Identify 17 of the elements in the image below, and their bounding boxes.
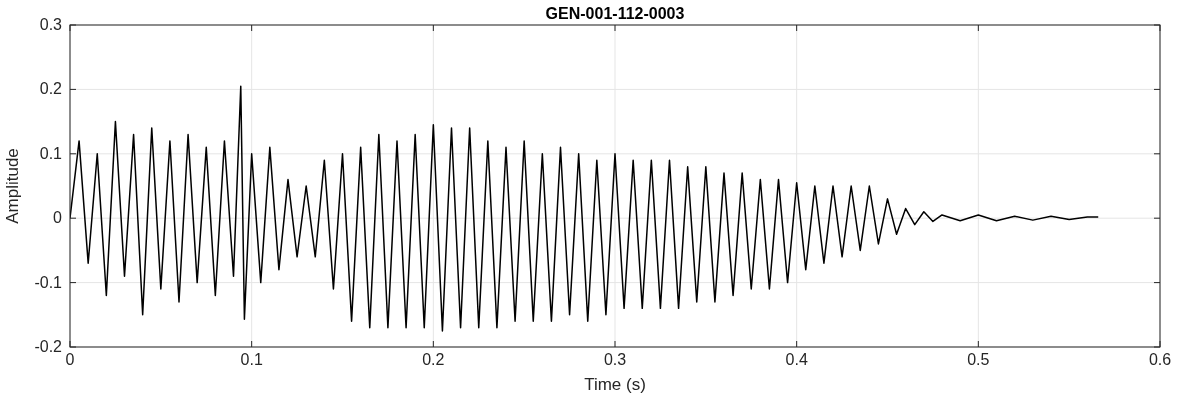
y-tick-label: -0.2 — [34, 338, 63, 355]
line-series — [70, 85, 1099, 332]
chart-title: GEN-001-112-0003 — [545, 5, 685, 22]
y-tick-label: 0.2 — [39, 80, 63, 98]
x-tick-label: 0.6 — [1148, 351, 1172, 368]
x-axis-title: Time (s) — [584, 375, 646, 394]
x-tick-label: 0.2 — [422, 351, 445, 368]
x-tick-label: 0.4 — [785, 351, 808, 368]
y-axis-title: Amplitude — [3, 148, 22, 224]
x-tick-label: 0.3 — [603, 351, 627, 368]
y-tick-label: -0.1 — [34, 273, 63, 291]
y-tick-label: 0 — [53, 209, 63, 227]
y-tick-label: 0.3 — [39, 16, 63, 33]
x-tick-label: 0.5 — [967, 351, 990, 368]
x-tick-label: 0.1 — [240, 351, 263, 368]
x-tick-label: 0 — [65, 351, 75, 368]
y-tick-label: 0.1 — [39, 144, 63, 162]
